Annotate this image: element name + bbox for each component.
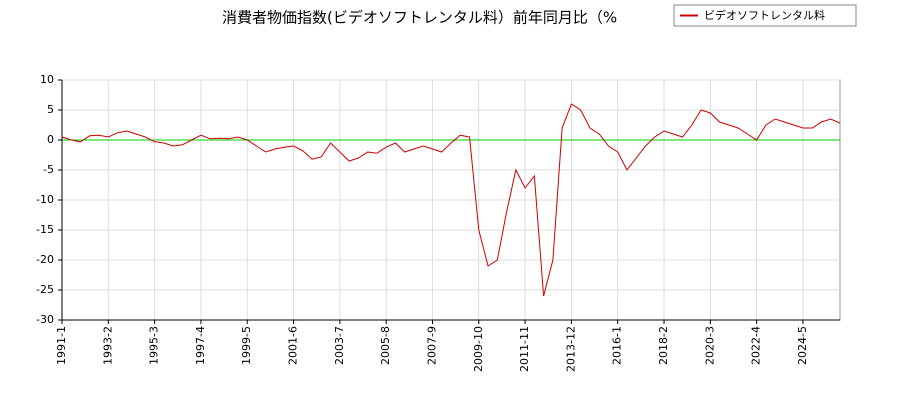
x-tick-label: 2003-7 (333, 326, 346, 365)
x-tick-label: 1991-1 (55, 326, 68, 365)
x-tick-label: 2013-12 (564, 326, 577, 372)
legend-label: ビデオソフトレンタル料 (704, 8, 825, 22)
y-tick-label: -10 (36, 193, 54, 206)
x-tick-label: 2020-3 (703, 326, 716, 365)
x-tick-label: 2001-6 (287, 326, 300, 365)
x-tick-label: 2007-9 (425, 326, 438, 365)
x-tick-label: 2022-4 (750, 326, 763, 365)
y-tick-label: -25 (36, 283, 54, 296)
x-tick-label: 2024-5 (796, 326, 809, 365)
x-tick-label: 1995-3 (148, 326, 161, 365)
legend-box (673, 4, 857, 27)
x-tick-label: 2011-11 (518, 326, 531, 372)
chart-title: 消費者物価指数(ビデオソフトレンタル料）前年同月比（% (222, 9, 617, 27)
y-tick-label: 10 (40, 73, 54, 86)
y-tick-label: 0 (47, 133, 54, 146)
x-tick-label: 1999-5 (240, 326, 253, 365)
x-tick-label: 2018-2 (657, 326, 670, 365)
y-tick-label: -5 (43, 163, 54, 176)
x-tick-label: 2009-10 (472, 326, 485, 372)
y-tick-label: -15 (36, 223, 54, 236)
y-tick-label: -30 (36, 313, 54, 326)
data-line (61, 103, 841, 297)
x-tick-label: 2005-8 (379, 326, 392, 365)
x-tick-label: 1993-2 (101, 326, 114, 365)
y-tick-label: -20 (36, 253, 54, 266)
y-tick-label: 5 (47, 103, 54, 116)
x-tick-label: 1997-4 (194, 326, 207, 365)
x-tick-label: 2016-1 (611, 326, 624, 365)
